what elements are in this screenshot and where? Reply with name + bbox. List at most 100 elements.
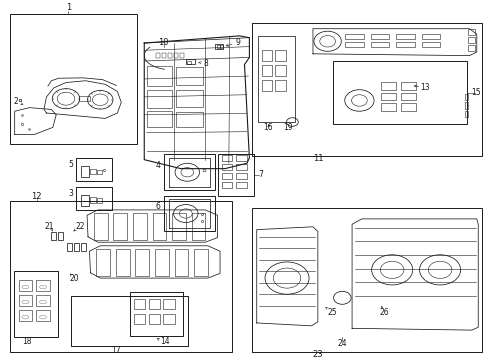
- Bar: [345, 34, 363, 40]
- Bar: [236, 182, 246, 188]
- Bar: [236, 155, 246, 161]
- Bar: [464, 94, 468, 100]
- Bar: [76, 186, 112, 210]
- Bar: [134, 299, 145, 309]
- Bar: [261, 80, 272, 91]
- Bar: [395, 42, 414, 48]
- Bar: [187, 60, 190, 63]
- Bar: [261, 50, 272, 61]
- Bar: [67, 243, 72, 251]
- Bar: [79, 96, 90, 101]
- Bar: [176, 90, 203, 107]
- Text: 25: 25: [327, 308, 337, 317]
- Bar: [275, 65, 285, 76]
- Bar: [345, 42, 363, 48]
- Bar: [134, 314, 145, 324]
- Bar: [163, 154, 215, 190]
- Bar: [381, 82, 395, 90]
- Bar: [152, 213, 166, 240]
- Bar: [94, 213, 107, 240]
- Bar: [251, 23, 481, 156]
- Text: 24: 24: [337, 339, 346, 348]
- Bar: [215, 44, 223, 49]
- Bar: [19, 280, 32, 291]
- Text: 17: 17: [111, 346, 121, 355]
- Text: 22: 22: [76, 221, 85, 230]
- Text: 9: 9: [235, 38, 240, 47]
- Bar: [421, 42, 439, 48]
- Text: 18: 18: [22, 337, 32, 346]
- Text: 10: 10: [158, 38, 169, 47]
- Bar: [148, 299, 160, 309]
- Bar: [36, 310, 50, 321]
- Bar: [221, 182, 232, 188]
- Bar: [133, 213, 146, 240]
- Bar: [146, 66, 172, 86]
- Bar: [400, 103, 415, 111]
- Bar: [275, 50, 285, 61]
- Bar: [468, 30, 474, 35]
- Text: 1: 1: [66, 3, 71, 12]
- Text: 5: 5: [68, 160, 73, 169]
- Bar: [236, 173, 246, 179]
- Bar: [14, 271, 58, 337]
- Text: 6: 6: [155, 202, 160, 211]
- Text: 11: 11: [312, 154, 323, 163]
- Bar: [10, 201, 232, 352]
- Bar: [155, 249, 168, 275]
- Bar: [156, 53, 160, 58]
- Bar: [216, 45, 219, 48]
- Bar: [81, 243, 85, 251]
- Bar: [97, 170, 102, 174]
- Bar: [97, 198, 102, 203]
- Text: 16: 16: [263, 123, 272, 132]
- Bar: [258, 36, 294, 122]
- Bar: [135, 249, 149, 275]
- Bar: [236, 164, 246, 170]
- Bar: [58, 232, 62, 240]
- Bar: [395, 34, 414, 40]
- Bar: [146, 111, 172, 127]
- Bar: [176, 112, 203, 127]
- Text: 15: 15: [470, 88, 480, 97]
- Bar: [275, 80, 285, 91]
- Bar: [19, 295, 32, 306]
- Text: 8: 8: [203, 59, 207, 68]
- Bar: [116, 249, 129, 275]
- Text: 2: 2: [14, 97, 19, 106]
- Bar: [217, 154, 254, 195]
- Bar: [90, 197, 96, 203]
- Bar: [113, 213, 127, 240]
- Bar: [168, 53, 172, 58]
- Bar: [400, 82, 415, 90]
- Bar: [19, 310, 32, 321]
- Bar: [468, 45, 474, 51]
- Bar: [370, 42, 388, 48]
- Bar: [148, 314, 160, 324]
- Bar: [129, 292, 183, 336]
- Bar: [381, 103, 395, 111]
- Bar: [96, 249, 110, 275]
- Bar: [163, 195, 215, 231]
- Text: 26: 26: [378, 308, 388, 317]
- Bar: [468, 37, 474, 43]
- Bar: [185, 59, 194, 64]
- Bar: [421, 34, 439, 40]
- Bar: [221, 173, 232, 179]
- Bar: [36, 280, 50, 291]
- Bar: [146, 90, 172, 108]
- Text: 4: 4: [155, 161, 160, 170]
- Bar: [51, 232, 56, 240]
- Bar: [81, 195, 89, 206]
- Bar: [172, 213, 185, 240]
- Bar: [163, 314, 174, 324]
- Bar: [81, 166, 89, 177]
- Bar: [194, 249, 207, 275]
- Text: 20: 20: [69, 274, 79, 283]
- Bar: [464, 102, 468, 109]
- Bar: [163, 299, 174, 309]
- Bar: [464, 111, 468, 117]
- Text: 7: 7: [258, 170, 263, 179]
- Text: 3: 3: [68, 189, 73, 198]
- Text: 14: 14: [160, 337, 170, 346]
